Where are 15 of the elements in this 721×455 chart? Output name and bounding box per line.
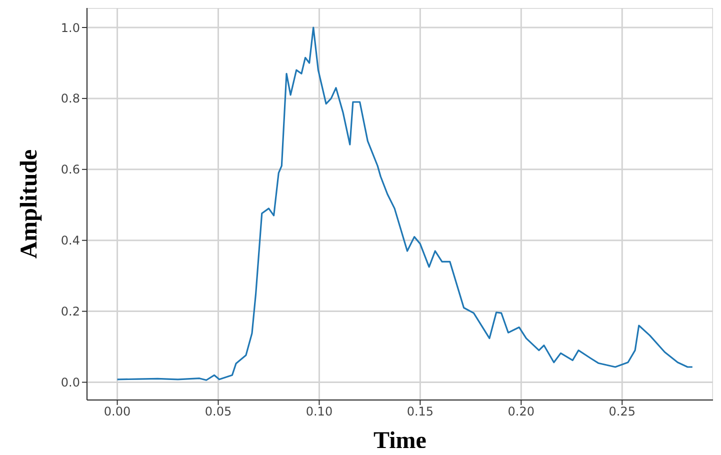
x-tick-label: 0.05 — [204, 404, 232, 419]
y-tick-label: 1.0 — [60, 20, 80, 35]
y-tick-label: 0.6 — [60, 162, 80, 177]
x-tick-label: 0.25 — [608, 404, 636, 419]
x-tick-label: 0.20 — [508, 404, 535, 419]
y-tick-label: 0.0 — [60, 376, 80, 390]
y-tick-label: 0.4 — [60, 234, 80, 248]
y-tick-label: 0.8 — [60, 92, 80, 106]
x-axis-title: Time — [374, 428, 427, 454]
x-tick-label: 0.15 — [406, 404, 434, 419]
line-series — [116, 26, 694, 381]
y-axis-title: Amplitude — [16, 148, 43, 259]
x-tick-label: 0.10 — [306, 404, 333, 419]
y-tick-label: 0.2 — [60, 304, 80, 319]
x-tick-label: 0.00 — [104, 404, 131, 419]
